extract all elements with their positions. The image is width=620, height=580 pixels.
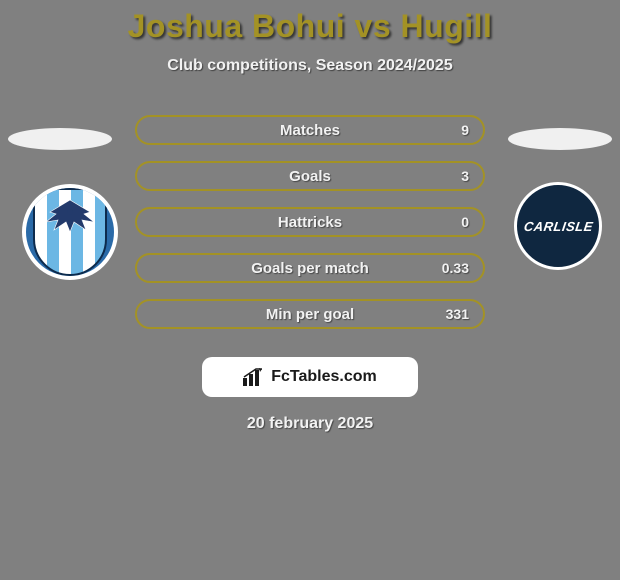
stat-label: Hattricks xyxy=(278,214,342,231)
stat-value-right: 0.33 xyxy=(439,260,469,276)
stats-section: Matches 9 Goals 3 Hattricks 0 Goals per match 0… xyxy=(0,115,620,433)
stat-row: Hattricks 0 xyxy=(135,207,485,237)
stat-row: Min per goal 331 xyxy=(135,299,485,329)
stat-value-right: 331 xyxy=(439,306,469,322)
stat-row: Goals 3 xyxy=(135,161,485,191)
page-title: Joshua Bohui vs Hugill xyxy=(0,8,620,45)
attribution-badge: FcTables.com xyxy=(202,357,418,397)
stat-value-right: 0 xyxy=(439,214,469,230)
stat-value-right: 3 xyxy=(439,168,469,184)
stats-list: Matches 9 Goals 3 Hattricks 0 Goals per match 0… xyxy=(135,115,485,329)
subtitle: Club competitions, Season 2024/2025 xyxy=(0,57,620,75)
footer-date: 20 february 2025 xyxy=(0,415,620,433)
stat-label: Min per goal xyxy=(266,306,354,323)
stat-value-right: 9 xyxy=(439,122,469,138)
attribution-text: FcTables.com xyxy=(271,368,377,386)
comparison-card: Joshua Bohui vs Hugill Club competitions… xyxy=(0,0,620,580)
stat-label: Matches xyxy=(280,122,340,139)
stat-label: Goals per match xyxy=(251,260,369,277)
stat-label: Goals xyxy=(289,168,331,185)
stat-row: Goals per match 0.33 xyxy=(135,253,485,283)
stat-row: Matches 9 xyxy=(135,115,485,145)
chart-icon xyxy=(243,368,265,386)
